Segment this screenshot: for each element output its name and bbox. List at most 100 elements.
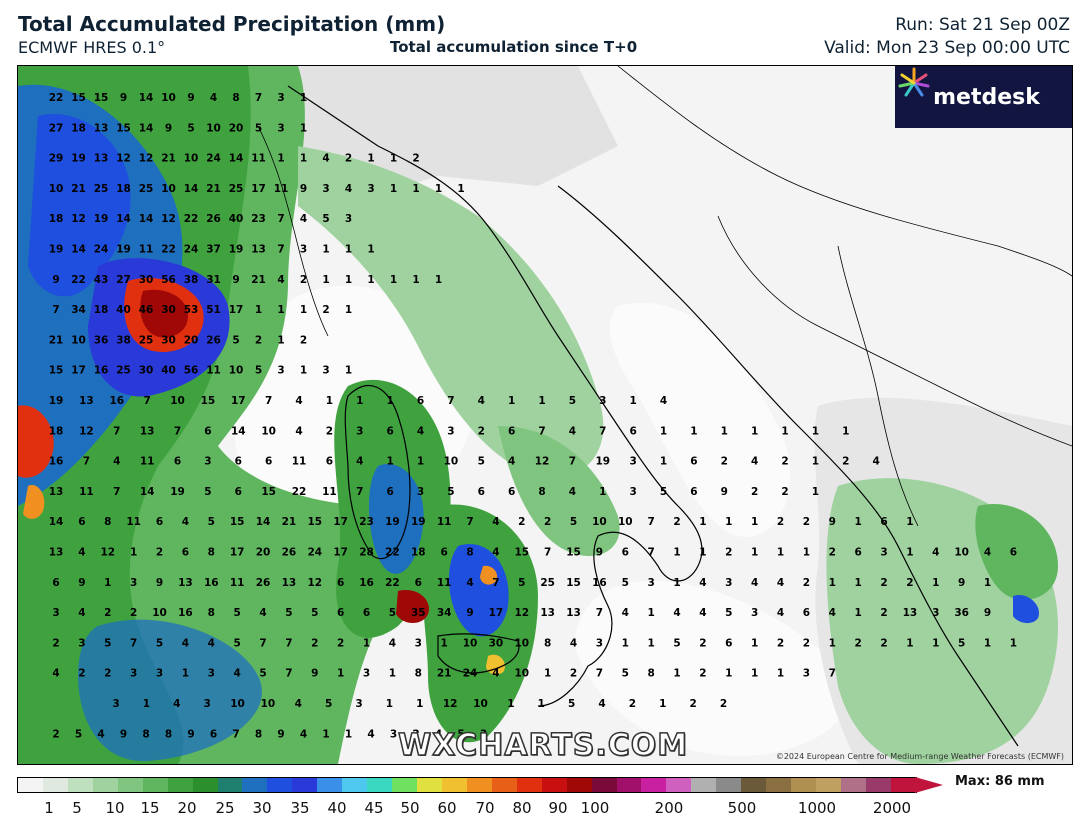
precip-value: 2 xyxy=(803,516,810,528)
precip-value: 15 xyxy=(94,92,109,104)
precip-value: 3 xyxy=(629,486,636,498)
precip-value: 3 xyxy=(300,244,307,256)
precip-value: 5 xyxy=(660,486,667,498)
precip-value: 15 xyxy=(261,486,276,498)
precip-value: 4 xyxy=(295,425,302,437)
precip-value: 1 xyxy=(345,728,352,740)
precip-value: 4 xyxy=(300,213,307,225)
precip-value: 1 xyxy=(356,395,363,407)
precip-value: 4 xyxy=(751,456,758,468)
precip-value: 17 xyxy=(71,365,86,377)
precip-value: 2 xyxy=(725,547,732,559)
precip-value: 5 xyxy=(622,668,629,680)
precip-value: 1 xyxy=(906,547,913,559)
precip-value: 24 xyxy=(94,244,109,256)
precip-value: 18 xyxy=(49,213,64,225)
precip-value: 18 xyxy=(116,183,131,195)
precip-value: 1 xyxy=(322,274,329,286)
precip-value: 2 xyxy=(326,425,333,437)
precip-value: 1 xyxy=(629,395,636,407)
precip-value: 4 xyxy=(367,728,374,740)
precip-value: 1 xyxy=(725,516,732,528)
precip-value: 2 xyxy=(518,516,525,528)
map-canvas: 22 15 15 9 14 10 9 4 8 7 3 127 18 13 15 14 9 5 10 20 5 3 129 19… xyxy=(18,66,1072,764)
precip-value: 1 xyxy=(854,516,861,528)
precip-value: 10 xyxy=(514,637,529,649)
precip-value: 1 xyxy=(412,274,419,286)
precip-value: 13 xyxy=(49,486,64,498)
legend-swatch xyxy=(142,778,168,792)
precip-value: 56 xyxy=(184,365,199,377)
precip-value: 16 xyxy=(592,577,607,589)
precip-value: 13 xyxy=(566,607,581,619)
precip-value: 16 xyxy=(94,365,109,377)
precip-value: 3 xyxy=(363,668,370,680)
precip-value: 5 xyxy=(233,607,240,619)
precip-value: 5 xyxy=(569,395,576,407)
precip-value: 1 xyxy=(854,577,861,589)
precip-value: 13 xyxy=(282,577,297,589)
precip-value: 26 xyxy=(256,577,271,589)
precip-value: 6 xyxy=(880,516,887,528)
precip-value: 22 xyxy=(161,244,176,256)
legend-swatch xyxy=(666,778,692,792)
precip-value: 4 xyxy=(345,183,352,195)
precip-value: 4 xyxy=(182,516,189,528)
precip-value: 1 xyxy=(322,728,329,740)
wxcharts-watermark: WXCHARTS.COM xyxy=(397,727,689,764)
precip-value: 5 xyxy=(104,637,111,649)
precip-value: 11 xyxy=(322,486,337,498)
legend-tick-1000: 1000 xyxy=(797,799,837,817)
precip-value: 14 xyxy=(256,516,271,528)
precip-value: 4 xyxy=(508,456,515,468)
precip-value: 1 xyxy=(699,547,706,559)
precip-value: 1 xyxy=(277,153,284,165)
legend-swatch xyxy=(242,778,268,792)
precip-value: 14 xyxy=(49,516,64,528)
precip-value: 6 xyxy=(52,577,59,589)
precip-value: 34 xyxy=(437,607,452,619)
precip-value: 3 xyxy=(52,607,59,619)
ionian-sea-area xyxy=(575,580,851,756)
precip-value: 4 xyxy=(300,728,307,740)
precip-value: 1 xyxy=(182,668,189,680)
precip-value: 3 xyxy=(130,668,137,680)
precip-value: 2 xyxy=(699,637,706,649)
precip-value: 2 xyxy=(781,456,788,468)
precip-value: 7 xyxy=(277,244,284,256)
south-orange-spot xyxy=(480,565,498,585)
precip-value: 4 xyxy=(52,668,59,680)
precip-value: 4 xyxy=(210,92,217,104)
legend-tick-20: 20 xyxy=(177,799,197,817)
precip-value: 7 xyxy=(647,516,654,528)
precip-value: 1 xyxy=(599,486,606,498)
precip-value: 2 xyxy=(255,334,262,346)
precip-value: 20 xyxy=(184,334,199,346)
precip-value: 6 xyxy=(417,395,424,407)
legend-swatch xyxy=(791,778,816,792)
precip-value: 27 xyxy=(116,274,131,286)
precip-value: 3 xyxy=(277,122,284,134)
precip-value: 18 xyxy=(94,304,109,316)
precip-value: 1 xyxy=(932,577,939,589)
precip-value: 1 xyxy=(781,425,788,437)
precip-value: 4 xyxy=(182,637,189,649)
precip-value: 1 xyxy=(777,668,784,680)
precip-value: 4 xyxy=(872,456,879,468)
precip-value: 1 xyxy=(803,547,810,559)
balkan-border-1 xyxy=(717,215,1072,447)
precip-value: 40 xyxy=(116,304,131,316)
precip-value: 30 xyxy=(161,304,176,316)
precip-value: 1 xyxy=(130,547,137,559)
legend-arrow-tip xyxy=(915,777,943,793)
precip-value: 17 xyxy=(231,395,246,407)
precip-value: 14 xyxy=(231,425,246,437)
precip-value: 1 xyxy=(812,456,819,468)
precip-value: 2 xyxy=(689,698,696,710)
precip-value: 15 xyxy=(307,516,322,528)
precipitation-map[interactable]: 22 15 15 9 14 10 9 4 8 7 3 1 27 18 13 15 14 9 5 10 20 5 3 1 29 19… xyxy=(17,65,1073,765)
precip-value: 16 xyxy=(178,607,193,619)
precip-value: 10 xyxy=(463,637,478,649)
precip-value: 29 xyxy=(49,153,64,165)
legend-tick-90: 90 xyxy=(548,799,568,817)
